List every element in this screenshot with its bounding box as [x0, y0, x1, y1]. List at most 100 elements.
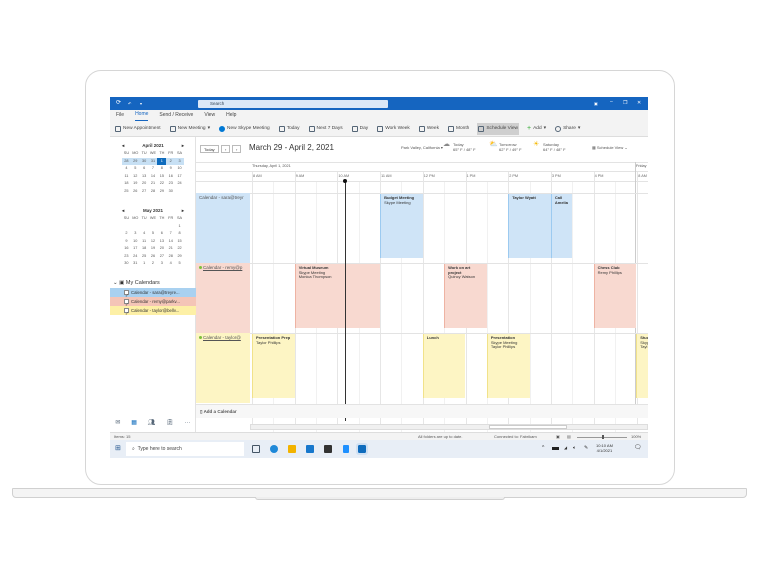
- calendar-day[interactable]: 30: [168, 188, 173, 193]
- calendar-event[interactable]: Taylor Wyatt: [508, 194, 551, 258]
- sync-icon[interactable]: ⟳: [116, 100, 122, 106]
- calendar-day[interactable]: 8: [178, 231, 181, 235]
- calendar-day[interactable]: 23: [124, 253, 129, 258]
- month-button[interactable]: Month: [447, 123, 470, 135]
- outlook-app-icon[interactable]: [356, 443, 368, 455]
- calendar-day[interactable]: 4: [143, 231, 146, 235]
- calendar-day[interactable]: 3: [175, 157, 184, 165]
- calendar-day[interactable]: 22: [159, 181, 164, 185]
- calendar-day[interactable]: 5: [134, 166, 137, 170]
- calendar-day[interactable]: 19: [133, 181, 138, 185]
- my-calendars-header[interactable]: ⌄ ▣ My Calendars: [113, 280, 160, 286]
- share-button[interactable]: Share ▾: [554, 123, 581, 135]
- maximize-button[interactable]: ❐: [623, 100, 628, 106]
- calendar-day[interactable]: 28: [122, 157, 131, 165]
- calendar-day[interactable]: 15: [177, 238, 182, 243]
- windows-start-icon[interactable]: ⊞: [115, 445, 121, 452]
- calendar-day[interactable]: 26: [133, 188, 138, 193]
- volume-icon[interactable]: 🔈︎: [573, 445, 577, 451]
- calendar-day[interactable]: 4: [125, 166, 128, 170]
- horizontal-scrollbar[interactable]: [250, 424, 648, 430]
- prev-month-button[interactable]: ◂: [122, 143, 125, 148]
- calendar-day[interactable]: 2: [151, 261, 155, 265]
- calendar-day[interactable]: 12: [133, 173, 138, 178]
- network-icon[interactable]: ◢: [564, 445, 568, 450]
- calendar-day[interactable]: 27: [142, 188, 147, 193]
- calendar-day[interactable]: 7: [151, 166, 155, 170]
- calendar-day[interactable]: 24: [133, 253, 138, 258]
- calendar-day[interactable]: 15: [159, 173, 164, 178]
- add-calendar-button[interactable]: ▯ Add a Calendar: [200, 409, 237, 414]
- zoom-slider-thumb[interactable]: [602, 435, 604, 439]
- store-icon[interactable]: [324, 445, 332, 453]
- calendar-day[interactable]: 29: [159, 188, 164, 193]
- calendar-day[interactable]: 1: [143, 261, 146, 265]
- calendar-day[interactable]: 7: [169, 231, 172, 235]
- taskbar-search[interactable]: ⌕ Type here to search: [126, 442, 244, 456]
- schedule-view-button[interactable]: Schedule View: [477, 122, 519, 135]
- calendar-day[interactable]: 20: [159, 246, 164, 250]
- calendar-day[interactable]: 28: [168, 253, 173, 258]
- next-month-button[interactable]: ▸: [181, 143, 184, 148]
- calendar-nav-icon[interactable]: ▦: [131, 420, 137, 426]
- pen-icon[interactable]: ✎: [584, 445, 589, 451]
- checkbox[interactable]: ✓: [124, 290, 129, 298]
- search-input[interactable]: Search: [198, 100, 388, 108]
- calendar-day[interactable]: 11: [124, 173, 129, 178]
- mail-icon[interactable]: ✉: [115, 420, 121, 426]
- calendar-list-item[interactable]: ✓ Calendar - sara@treyre...: [110, 288, 196, 298]
- calendar-event[interactable]: Work on art project Quincy Watson: [444, 264, 487, 328]
- today-button[interactable]: Today: [278, 123, 301, 135]
- calendar-day[interactable]: 17: [177, 173, 182, 178]
- calendar-day[interactable]: 5: [151, 231, 155, 235]
- calendar-day[interactable]: 11: [142, 238, 147, 243]
- tray-chevron-icon[interactable]: ^: [542, 445, 545, 451]
- calendar-day[interactable]: 1: [178, 223, 181, 228]
- calendar-day[interactable]: 1: [157, 157, 167, 165]
- day-button[interactable]: Day: [351, 123, 370, 135]
- checkbox[interactable]: ✓: [124, 308, 129, 316]
- calendar-day[interactable]: 26: [150, 253, 156, 258]
- minimize-button[interactable]: –: [610, 99, 613, 105]
- calendar-day[interactable]: 16: [168, 173, 173, 178]
- coming-soon-icon[interactable]: ▣: [594, 101, 598, 106]
- calendar-day[interactable]: 3: [134, 231, 137, 235]
- calendar-day[interactable]: 12: [150, 238, 156, 243]
- calendar-day[interactable]: 19: [150, 246, 156, 250]
- tab-help[interactable]: Help: [226, 112, 237, 118]
- calendar-day[interactable]: 30: [139, 157, 149, 165]
- tasks-icon[interactable]: 📋︎: [166, 420, 174, 426]
- work-week-button[interactable]: Work Week: [376, 123, 411, 135]
- calendar-day[interactable]: 17: [133, 246, 138, 250]
- next-button[interactable]: ›: [232, 145, 242, 153]
- close-button[interactable]: ✕: [637, 100, 642, 106]
- calendar-day[interactable]: 31: [133, 261, 138, 265]
- normal-view-icon[interactable]: ▣: [556, 434, 560, 439]
- calendar-day[interactable]: 28: [150, 188, 156, 193]
- view-selector[interactable]: ▦ Schedule View ⌄: [592, 145, 628, 150]
- calendar-day[interactable]: 14: [168, 238, 173, 243]
- tab-file[interactable]: File: [116, 112, 125, 118]
- calendar-day[interactable]: 6: [143, 166, 146, 170]
- next-7-days-button[interactable]: Next 7 Days: [308, 123, 344, 135]
- checkbox[interactable]: ✓: [124, 299, 129, 307]
- previous-button[interactable]: ‹: [221, 145, 231, 153]
- tab-home[interactable]: Home: [135, 110, 149, 121]
- battery-icon[interactable]: [552, 447, 559, 450]
- calendar-day[interactable]: 25: [124, 188, 129, 193]
- calendar-lane-label[interactable]: Calendar - taylor@: [196, 333, 250, 403]
- calendar-day[interactable]: 13: [142, 173, 147, 178]
- calendar-event[interactable]: Virtual Museum Skype Meeting Monica Thomps…: [294, 264, 381, 328]
- add-button[interactable]: + Add ▾: [527, 125, 547, 132]
- calendar-event[interactable]: Lunch: [422, 334, 466, 398]
- calendar-day[interactable]: 29: [177, 253, 182, 258]
- calendar-day[interactable]: 9: [125, 238, 128, 243]
- notifications-icon[interactable]: 🗨︎: [634, 445, 642, 451]
- reading-view-icon[interactable]: ▤: [567, 434, 571, 439]
- calendar-lane-label[interactable]: Calendar - remy@p: [196, 263, 250, 333]
- calendar-day[interactable]: 10: [177, 166, 182, 170]
- tab-view[interactable]: View: [204, 112, 216, 118]
- task-view-icon[interactable]: [252, 445, 260, 453]
- calendar-day[interactable]: 29: [130, 157, 140, 165]
- calendar-day[interactable]: 21: [168, 246, 173, 250]
